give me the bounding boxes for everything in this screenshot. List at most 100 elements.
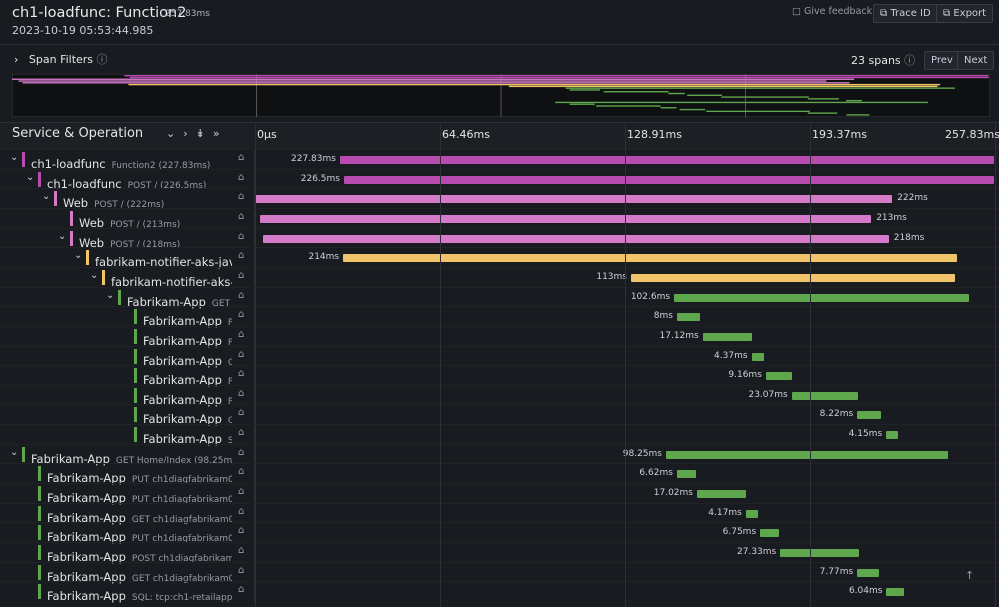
left-border <box>254 503 255 524</box>
expand-toggle: ⌄ <box>74 250 83 262</box>
span-bar <box>696 490 746 499</box>
next-button[interactable]: Next <box>957 51 995 70</box>
link-icon: ⌂ <box>238 564 245 576</box>
service-name: fabrikam-notifier-aks-java <box>95 255 232 270</box>
duration-label: 8ms <box>653 311 673 322</box>
span-name: Fabrikam-App PU <box>143 330 232 349</box>
left-border <box>254 385 255 406</box>
span-row[interactable]: ⌄ fabrikam-notifier-aks-ja ⌂ 113ms <box>0 266 999 290</box>
service-name: Fabrikam-App <box>31 451 110 466</box>
left-border <box>254 287 255 308</box>
span-bar <box>791 391 858 400</box>
minimap <box>12 74 990 117</box>
span-name: fabrikam-notifier-aks-ja <box>111 271 232 290</box>
span-name: Fabrikam-App GE <box>143 408 232 427</box>
span-count: 23 spans ⓘ <box>851 54 916 67</box>
span-row[interactable]: Fabrikam-App PU ⌂ 8ms <box>0 306 999 328</box>
expand-toggle: ⌄ <box>42 191 51 203</box>
left-border <box>254 405 255 426</box>
link-icon: ⌂ <box>238 584 245 596</box>
span-row[interactable]: ⌄ Fabrikam-App GET H ⌂ 102.6ms <box>0 286 999 309</box>
link-icon: ⌂ <box>238 289 245 301</box>
service-name: Fabrikam-App <box>143 392 222 407</box>
link-icon: ⌂ <box>238 152 245 163</box>
left-border <box>254 267 255 288</box>
span-row[interactable]: Fabrikam-App GET ch1diagfabrikam01y3 ⌂ 4.17… <box>0 502 999 525</box>
span-row[interactable]: Fabrikam-App PU ⌂ 17.12ms <box>0 325 999 349</box>
service-name: fabrikam-notifier-aks-ja <box>111 274 232 289</box>
trace-timestamp: 2023-10-19 05:53:44.985 <box>12 24 154 37</box>
service-color <box>38 545 41 560</box>
span-name: Fabrikam-App GET Home/Index (98.25ms) <box>31 448 232 467</box>
service-color <box>38 466 41 482</box>
span-row[interactable]: ⌄ ch1-loadfunc Function2 (227.83ms) ⌂ 227.83… <box>0 149 999 171</box>
trace-id-button[interactable]: ⧉ Trace ID <box>873 4 938 23</box>
service-name: Fabrikam-App <box>47 471 126 486</box>
export-button[interactable]: ⧉ Export <box>936 4 994 23</box>
span-row[interactable]: Fabrikam-App POST ch1diagfabrikam01y ⌂ 27.3… <box>0 542 999 564</box>
link-icon: ⌂ <box>238 545 245 556</box>
span-row[interactable]: Fabrikam-App PUT ch1diagfabrikam01y3 ⌂ 17.0… <box>0 483 999 505</box>
expand-toggle: ⌄ <box>10 446 19 458</box>
expand-toggle: ⌄ <box>90 269 99 281</box>
duration-label: 227.83ms <box>291 154 336 164</box>
span-bar <box>886 588 904 597</box>
span-name: Fabrikam-App GE <box>143 350 232 369</box>
service-color <box>118 289 121 305</box>
service-name: ch1-loadfunc <box>31 157 106 171</box>
service-color <box>86 250 89 266</box>
duration-label: 6.62ms <box>639 468 673 479</box>
span-bar <box>676 470 696 479</box>
tick-label: 0µs <box>257 128 277 141</box>
span-name: Fabrikam-App GET ch1diagfabrikam01y3 <box>47 566 232 585</box>
span-row[interactable]: ⌄ ch1-loadfunc POST / (226.5ms) ⌂ 226.5ms <box>0 168 999 191</box>
left-border <box>254 189 255 210</box>
span-name: fabrikam-notifier-aks-java <box>95 251 232 270</box>
operation-name: GET Home/Index (98.25ms) <box>115 455 232 466</box>
span-row[interactable]: Fabrikam-App SQ ⌂ 4.15ms <box>0 424 999 446</box>
span-row[interactable]: Fabrikam-App GE ⌂ 4.37ms <box>0 345 999 369</box>
service-color <box>38 486 41 502</box>
span-row[interactable]: ⌄ Fabrikam-App GET Home/Index (98.25ms) ⌂ 98… <box>0 443 999 467</box>
duration-label: 102.6ms <box>630 291 671 302</box>
span-row[interactable]: Fabrikam-App PUT ch1diagfabrikam01y3 ⌂ 6.62… <box>0 463 999 486</box>
span-row[interactable]: Fabrikam-App GET ch1diagfabrikam01y3 ⌂ 7.77… <box>0 561 999 585</box>
span-bar <box>857 568 880 577</box>
link-icon: ⌂ <box>238 466 245 478</box>
duration-label: 218ms <box>893 232 925 243</box>
service-name: Fabrikam-App <box>143 333 222 348</box>
operation-name: GET ch1diagfabrikam01y3 <box>131 514 232 525</box>
link-icon: ⌂ <box>238 171 245 183</box>
service-name: Web <box>79 215 105 230</box>
service-color <box>38 171 41 187</box>
feedback-link[interactable]: □ Give feedback <box>792 6 873 17</box>
span-row[interactable]: Web POST / (213ms) ⌂ 213ms <box>0 207 999 230</box>
span-bar <box>339 156 994 164</box>
collapse-controls[interactable]: ⌄›↡» <box>166 127 228 140</box>
span-bar <box>665 450 948 459</box>
duration-label: 4.37ms <box>714 350 748 361</box>
service-name: Web <box>63 196 89 211</box>
span-row[interactable]: Fabrikam-App SQL: tcp:ch1-retailappsql ⌂ 6.… <box>0 581 999 604</box>
span-filters[interactable]: › Span Filters ⓘ <box>14 53 108 66</box>
span-row[interactable]: ⌄ fabrikam-notifier-aks-java ⌂ 214ms <box>0 247 999 270</box>
span-row[interactable]: Fabrikam-App PUT ch1diagfabrikam01y3 ⌂ 6.75… <box>0 522 999 544</box>
link-icon: ⌂ <box>238 309 245 321</box>
span-bar <box>630 273 956 282</box>
span-bar <box>259 214 872 223</box>
operation-name: SQL: tcp:ch1-retailappsql <box>131 593 232 604</box>
link-icon: ⌂ <box>238 525 245 537</box>
duration-label: 222ms <box>897 193 928 204</box>
span-row[interactable]: Fabrikam-App GE ⌂ 8.22ms <box>0 404 999 427</box>
prev-button[interactable]: Prev <box>924 51 960 70</box>
span-row[interactable]: Fabrikam-App PO ⌂ 23.07ms <box>0 384 999 407</box>
expand-toggle: ⌄ <box>58 230 67 242</box>
scroll-top[interactable]: ↑ <box>965 569 975 582</box>
span-name: Fabrikam-App PUT ch1diagfabrikam01y3 <box>47 467 232 486</box>
span-row[interactable]: ⌄ Web POST / (222ms) ⌂ 222ms <box>0 188 999 211</box>
span-row[interactable]: ⌄ Web POST / (218ms) ⌂ 218ms <box>0 227 999 250</box>
grid-line <box>255 122 256 607</box>
service-name: Fabrikam-App <box>143 353 222 368</box>
span-row[interactable]: Fabrikam-App PU ⌂ 9.16ms <box>0 365 999 387</box>
